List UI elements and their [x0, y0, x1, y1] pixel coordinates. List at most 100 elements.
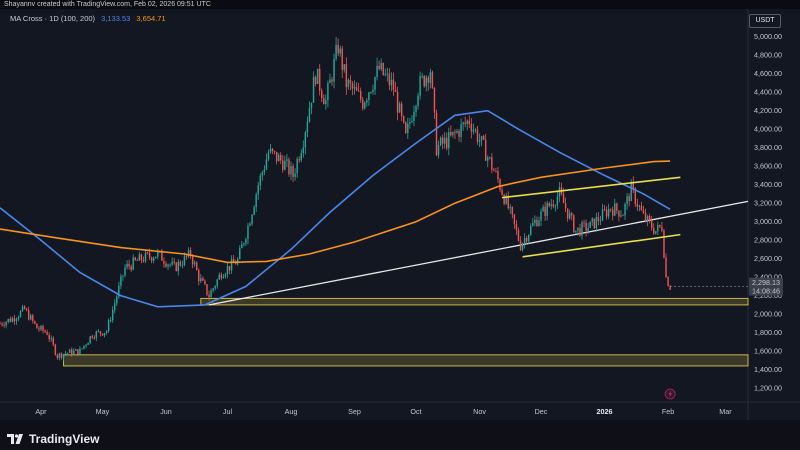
candle-body — [616, 203, 618, 211]
candle-body — [482, 136, 485, 140]
candle-body — [339, 48, 341, 54]
candle-body — [134, 257, 136, 261]
candle-body — [118, 285, 120, 297]
candle-body — [97, 331, 100, 332]
candle-body — [187, 250, 190, 257]
y-tick-label: 4,000.00 — [754, 125, 782, 134]
candle-body — [466, 120, 468, 124]
candle-body — [603, 209, 606, 211]
candle-body — [357, 90, 360, 92]
candle-body — [431, 72, 434, 88]
candle-body — [271, 148, 274, 152]
candle-body — [359, 91, 362, 100]
candle-body — [42, 326, 44, 331]
candle-body — [648, 216, 651, 221]
candle-body — [521, 243, 524, 250]
candle-body — [308, 108, 311, 122]
candle-body — [253, 207, 255, 215]
candle-body — [46, 332, 48, 335]
y-tick-label: 4,200.00 — [754, 106, 782, 115]
candle-body — [556, 196, 559, 206]
candle-body — [206, 284, 208, 295]
candle-body — [280, 155, 282, 161]
candle-body — [333, 58, 335, 82]
candle-body — [511, 207, 514, 215]
candle-body — [111, 309, 114, 321]
candle-body — [341, 48, 343, 70]
candle-body — [7, 318, 9, 322]
tradingview-logo[interactable]: TradingView — [7, 432, 99, 446]
tradingview-logo-icon — [7, 434, 23, 444]
candle-body — [591, 218, 593, 222]
x-tick-label: Oct — [410, 407, 421, 416]
y-tick-label: 1,200.00 — [754, 384, 782, 393]
candle-body — [366, 100, 368, 103]
candle-body — [642, 210, 645, 214]
candle-body — [405, 122, 407, 134]
candle-body — [68, 349, 71, 353]
x-tick-label: Aug — [285, 407, 298, 416]
currency-button[interactable]: USDT — [749, 14, 781, 28]
candle-body — [513, 214, 516, 224]
y-tick-label: 4,600.00 — [754, 69, 782, 78]
candle-body — [599, 220, 602, 222]
candle-body — [589, 221, 591, 228]
candle-body — [198, 270, 200, 282]
candle-body — [150, 257, 153, 261]
y-tick-label: 2,200.00 — [754, 291, 782, 300]
candle-body — [109, 320, 112, 322]
candle-body — [663, 230, 665, 258]
candle-body — [73, 350, 75, 355]
candle-body — [124, 267, 126, 276]
candle-body — [36, 323, 38, 329]
candle-body — [544, 207, 546, 216]
candle-body — [411, 120, 413, 123]
candle-body — [329, 79, 331, 84]
candle-body — [77, 349, 79, 355]
candle-body — [228, 266, 231, 271]
candle-body — [364, 102, 366, 109]
candle-body — [234, 262, 237, 265]
candle-body — [99, 331, 102, 334]
candle-body — [509, 207, 512, 209]
candle-body — [314, 76, 317, 84]
candle-body — [306, 121, 309, 133]
indicator-legend[interactable]: MA Cross · 1D (100, 200) 3,133.53 3,654.… — [10, 14, 166, 23]
candle-body — [593, 218, 596, 229]
candle-body — [245, 239, 247, 244]
candle-body — [665, 257, 667, 277]
x-tick-label: Apr — [35, 407, 47, 416]
candle-body — [601, 209, 604, 221]
ma200-value: 3,654.71 — [136, 14, 166, 23]
chart-area[interactable] — [0, 9, 800, 420]
candle-body — [515, 223, 518, 231]
candle-body — [669, 286, 671, 290]
candle-body — [575, 230, 577, 233]
candle-body — [595, 216, 598, 229]
candle-body — [50, 338, 52, 340]
candle-body — [0, 323, 1, 325]
candle-body — [571, 213, 573, 216]
candle-body — [261, 172, 264, 176]
candle-body — [267, 152, 270, 160]
y-tick-label: 5,000.00 — [754, 32, 782, 41]
candle-body — [210, 290, 212, 298]
candle-body — [54, 344, 57, 355]
candle-body — [618, 210, 620, 217]
candle-body — [177, 261, 180, 272]
candle-body — [484, 139, 487, 161]
y-tick-label: 1,800.00 — [754, 328, 782, 337]
candle-body — [491, 157, 493, 170]
candle-body — [380, 62, 382, 70]
candle-body — [534, 219, 536, 224]
candle-body — [646, 216, 649, 222]
candle-body — [474, 129, 477, 131]
price-chart[interactable]: 1,200.00 1,400.00 1,600.00 1,800.00 2,000.00… — [0, 9, 800, 420]
candle-body — [435, 112, 438, 156]
x-tick-label: 2026 — [597, 407, 613, 416]
candle-body — [536, 219, 538, 226]
candle-body — [568, 213, 571, 219]
countdown-label: 14:08:46 — [752, 287, 780, 296]
y-tick-label: 3,000.00 — [754, 217, 782, 226]
candle-body — [655, 231, 657, 234]
